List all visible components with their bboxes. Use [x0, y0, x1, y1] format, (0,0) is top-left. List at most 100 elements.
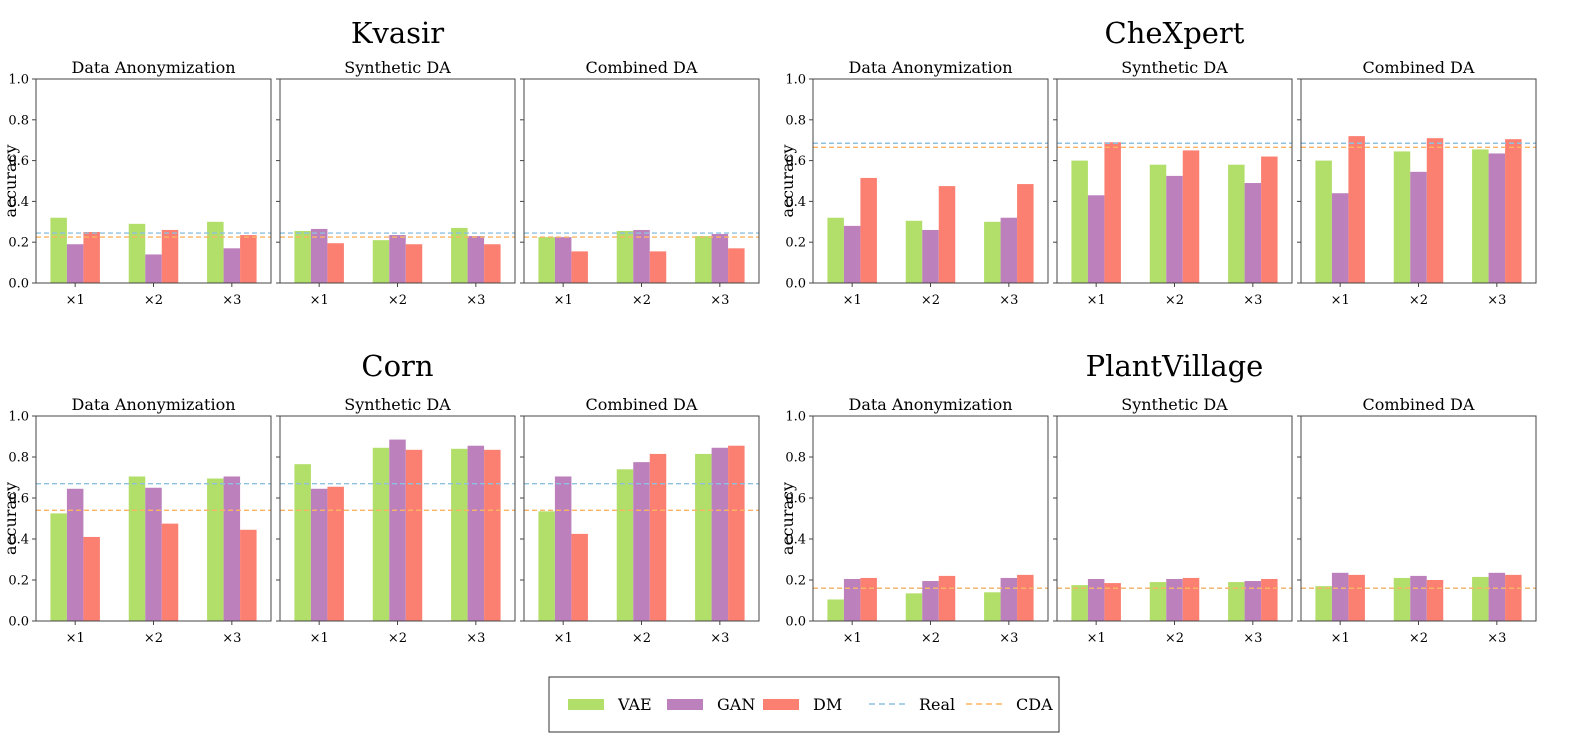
bar-dm [484, 244, 501, 283]
panel-synthetic-da: Synthetic DA ×1 ×2 ×3 [276, 58, 516, 308]
bar-gan [467, 445, 485, 621]
y-tick-label: 1.0 [8, 410, 29, 425]
bar-dm [1017, 184, 1034, 283]
panel-frame [35, 415, 272, 622]
bar-gan [389, 235, 406, 283]
panel-title: Synthetic DA [1121, 58, 1228, 77]
y-tick-label: 0.2 [785, 236, 806, 251]
bar-dm [83, 536, 100, 621]
bar-dm [728, 445, 745, 621]
bar-gan [1166, 175, 1183, 283]
panel-frame [523, 415, 760, 622]
bar-vae [616, 469, 634, 621]
legend-swatch-dm [763, 699, 799, 710]
dataset-title: Kvasir [351, 16, 444, 50]
bar-dm [327, 243, 344, 283]
panel-title: Combined DA [586, 58, 698, 77]
x-tick-label: ×1 [1331, 293, 1350, 308]
bar-dm [938, 186, 956, 283]
legend-label-dm: DM [813, 695, 842, 714]
x-tick-label: ×2 [144, 293, 163, 308]
x-tick-label: ×2 [1165, 293, 1184, 308]
y-tick-label: 0.2 [785, 574, 806, 589]
panel-title: Data Anonymization [849, 58, 1013, 77]
bar-dm [240, 235, 257, 283]
panel-frame [35, 78, 272, 284]
panel-frame [1056, 415, 1293, 622]
bar-gan [633, 229, 650, 283]
panel-combined-da: Combined DA ×1 ×2 ×3 [1297, 58, 1537, 308]
panel-data-anonymization: Data Anonymization 0.0 0.2 0.4 0.6 0.8 1.0 ×1 ×2… [785, 58, 1049, 308]
panel-data-anonymization: Data Anonymization 0.0 0.2 0.4 0.6 0.8 1.0 ×1 ×2… [8, 58, 272, 308]
legend: VAE GAN DM Real CDA [548, 676, 1060, 733]
x-tick-label: ×2 [632, 631, 651, 646]
panel-synthetic-da: Synthetic DA ×1 ×2 ×3 [276, 395, 516, 646]
bar-gan [633, 462, 650, 621]
bar-dm [1348, 574, 1365, 621]
y-axis-label: accuracy [1, 482, 20, 555]
bar-gan [145, 254, 162, 283]
panel-frame [812, 415, 1049, 622]
chart-kvasir: Kvasir accuracy Data Anonymization 0.0 0.2 0.… [1, 16, 760, 308]
bar-dm [1261, 156, 1278, 283]
y-tick-label: 0.4 [8, 533, 29, 548]
x-tick-label: ×3 [222, 631, 241, 646]
bar-gan [711, 234, 729, 283]
x-tick-label: ×1 [554, 293, 573, 308]
bar-dm [1182, 577, 1200, 621]
bar-dm [1426, 580, 1444, 621]
chart-plantvillage: PlantVillage accuracy Data Anonymization 0.… [778, 349, 1537, 646]
legend-swatch-gan [667, 699, 703, 710]
bar-vae [905, 593, 923, 621]
x-tick-label: ×3 [1487, 631, 1506, 646]
bar-gan [66, 244, 84, 283]
bar-dm [240, 529, 257, 621]
bar-gan [1000, 217, 1018, 283]
x-tick-label: ×3 [1243, 293, 1262, 308]
bar-dm [649, 251, 667, 283]
bar-gan [922, 229, 939, 283]
bar-vae [984, 221, 1001, 283]
bar-vae [50, 513, 67, 621]
x-tick-label: ×2 [1409, 293, 1428, 308]
bar-gan [1087, 578, 1105, 621]
bar-vae [294, 464, 311, 621]
y-tick-label: 0.0 [785, 615, 806, 630]
panel-title: Combined DA [1363, 58, 1475, 77]
bar-dm [405, 244, 423, 283]
x-tick-label: ×3 [466, 293, 485, 308]
bar-vae [1228, 164, 1245, 283]
x-tick-label: ×3 [710, 631, 729, 646]
panel-title: Synthetic DA [344, 395, 451, 414]
y-tick-label: 0.0 [785, 277, 806, 292]
y-tick-label: 0.0 [8, 277, 29, 292]
panel-frame [279, 78, 516, 284]
bar-vae [1071, 585, 1088, 621]
bar-gan [223, 248, 241, 283]
bar-dm [571, 533, 588, 621]
panel-title: Synthetic DA [1121, 395, 1228, 414]
x-tick-label: ×1 [1087, 631, 1106, 646]
y-axis-label: accuracy [778, 482, 797, 555]
bar-gan [1488, 572, 1506, 621]
panel-title: Data Anonymization [72, 395, 236, 414]
y-axis-label: accuracy [778, 145, 797, 218]
bar-gan [467, 236, 485, 283]
bar-vae [372, 447, 390, 621]
y-tick-label: 1.0 [785, 410, 806, 425]
bar-dm [1348, 136, 1365, 283]
bar-gan [843, 578, 861, 621]
bar-dm [1505, 574, 1522, 621]
y-tick-label: 0.8 [785, 451, 806, 466]
x-tick-label: ×1 [66, 631, 85, 646]
bar-vae [1315, 586, 1332, 621]
x-tick-label: ×1 [310, 293, 329, 308]
bar-vae [128, 223, 146, 283]
bar-vae [1393, 151, 1411, 283]
bar-vae [1315, 160, 1332, 283]
bar-gan [1331, 193, 1349, 283]
bar-vae [538, 511, 555, 621]
x-tick-label: ×3 [999, 293, 1018, 308]
panel-data-anonymization: Data Anonymization 0.0 0.2 0.4 0.6 0.8 1.0 ×1 ×2… [785, 395, 1049, 646]
y-tick-label: 0.4 [8, 195, 29, 210]
